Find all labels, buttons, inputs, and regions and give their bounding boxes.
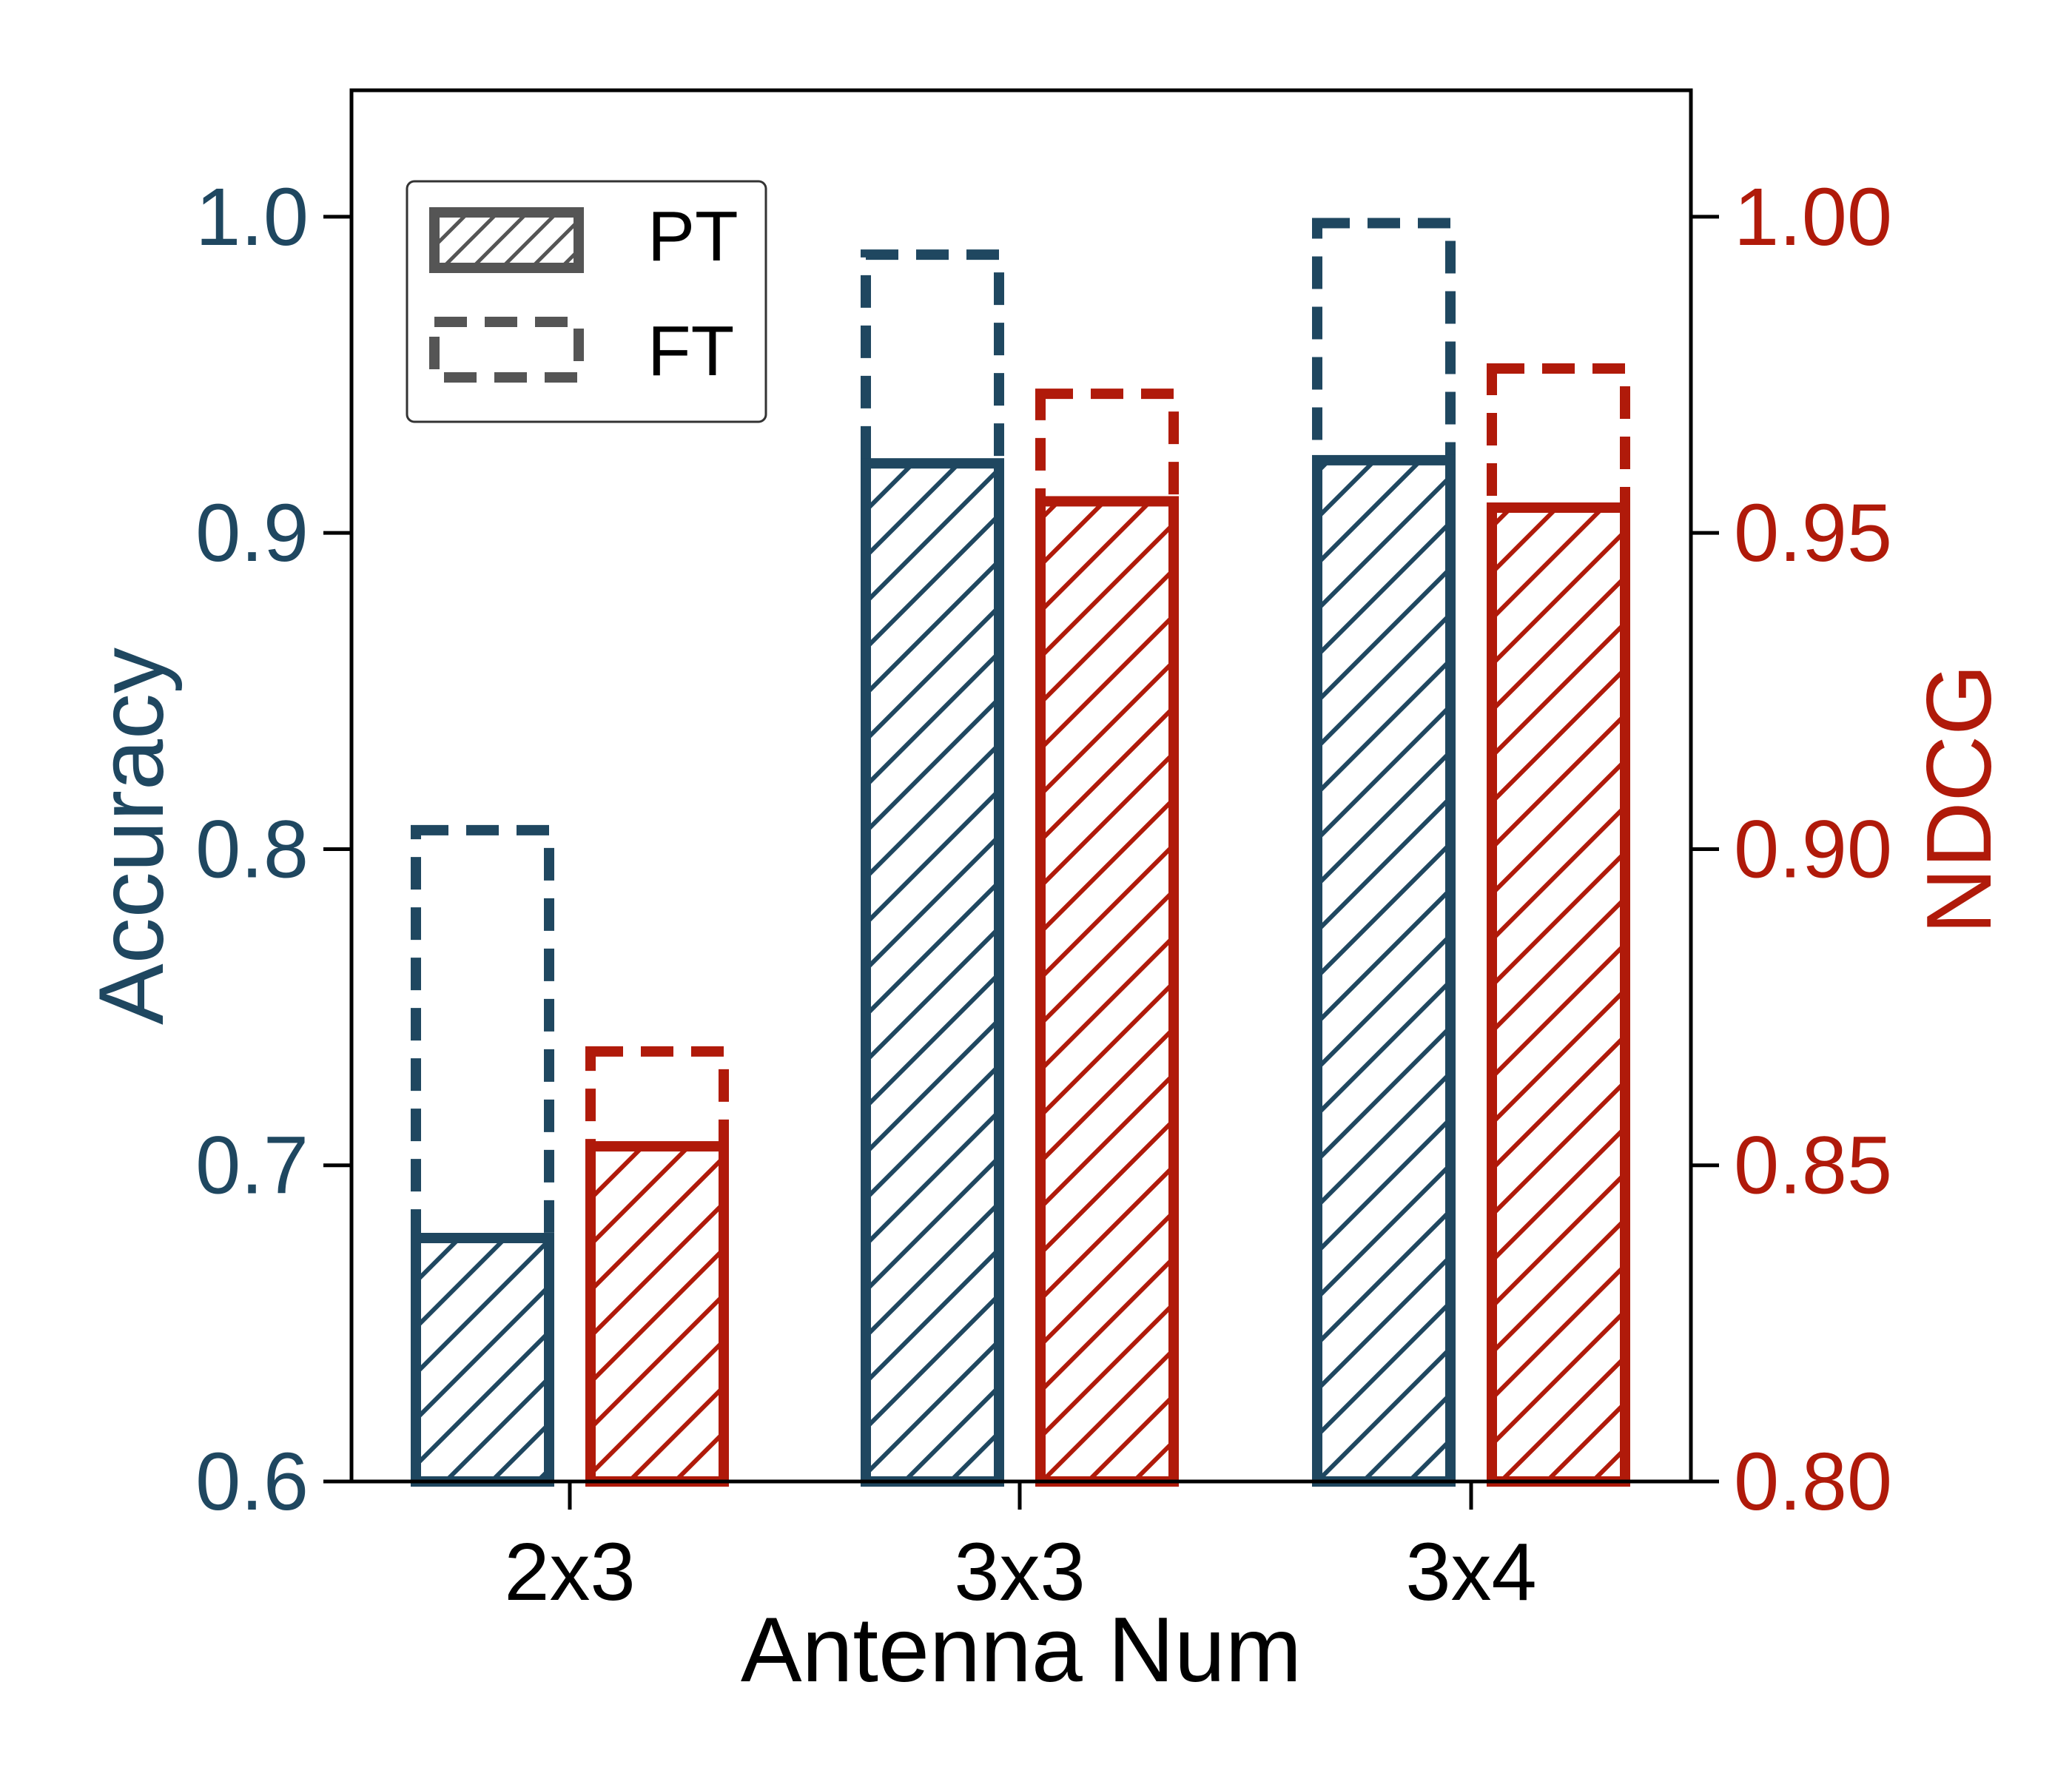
x-axis: 2x3 3x3 3x4 — [504, 1481, 1537, 1618]
bar-ndcg-pt-3x4 — [1487, 502, 1630, 1487]
bars-layer — [411, 218, 1630, 1487]
legend: PT FT — [406, 180, 767, 423]
right-tick-label: 1.00 — [1734, 172, 1892, 263]
x-axis-title: Antenna Num — [741, 1599, 1302, 1701]
right-tick-label: 0.85 — [1734, 1120, 1892, 1211]
left-tick-label: 0.7 — [195, 1120, 309, 1211]
legend-swatch-pt — [429, 207, 584, 273]
right-axis: 0.80 0.85 0.90 0.95 1.00 — [1691, 172, 1892, 1527]
right-tick-label: 0.80 — [1734, 1436, 1892, 1527]
left-tick-label: 0.6 — [195, 1436, 309, 1527]
left-tick-label: 1.0 — [195, 172, 309, 263]
left-axis: 0.6 0.7 0.8 0.9 1.0 — [195, 172, 352, 1527]
right-tick-label: 0.90 — [1734, 804, 1892, 895]
bar-acc-pt-2x3 — [411, 1233, 554, 1487]
right-axis-title: NDCG — [1908, 664, 2011, 934]
bar-ndcg-pt-3x3 — [1035, 496, 1179, 1487]
right-tick-label: 0.95 — [1734, 488, 1892, 579]
legend-label-ft: FT — [648, 312, 734, 391]
left-tick-label: 0.9 — [195, 488, 309, 579]
left-tick-label: 0.8 — [195, 804, 309, 895]
x-tick-label: 2x3 — [504, 1527, 635, 1618]
bar-acc-pt-3x3 — [861, 458, 1004, 1487]
legend-label-pt: PT — [648, 197, 739, 276]
left-axis-title: Accuracy — [81, 648, 183, 1025]
x-tick-label: 3x3 — [954, 1527, 1085, 1618]
legend-swatch-ft — [429, 317, 584, 383]
bar-ndcg-pt-2x3 — [585, 1141, 729, 1487]
bar-acc-ft-2x3 — [411, 824, 554, 1487]
x-tick-label: 3x4 — [1405, 1527, 1536, 1618]
bar-acc-pt-3x4 — [1312, 454, 1456, 1487]
